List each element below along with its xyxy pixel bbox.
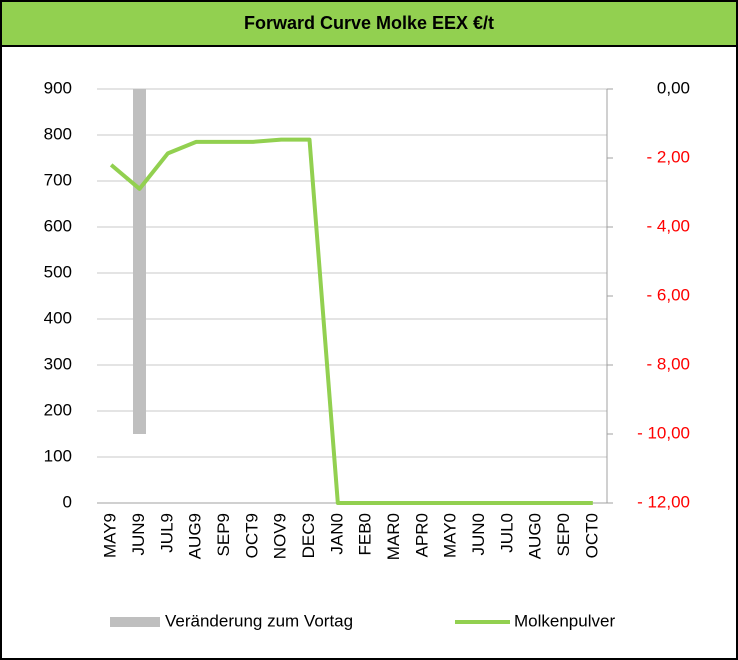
legend-label: Molkenpulver [514,611,615,630]
x-tick-label: OCT0 [582,513,601,558]
x-tick-label: OCT9 [242,513,261,558]
x-tick-label: JUN0 [469,513,488,556]
x-tick-label: FEB0 [356,513,375,556]
y2-tick-label: - 2,00 [647,147,690,166]
y2-tick-label: - 10,00 [637,423,690,442]
line [109,137,593,505]
legend-label: Veränderung zum Vortag [165,611,353,630]
y-tick-label: 500 [44,262,72,281]
y2-tick-label: - 8,00 [647,354,690,373]
x-tick-label: AUG9 [186,513,205,559]
y2-tick-label: - 6,00 [647,285,690,304]
legend-swatch [110,617,160,627]
x-tick-label: JUL0 [497,513,516,553]
chart-title: Forward Curve Molke EEX €/t [244,13,494,33]
y-tick-label: 300 [44,354,72,373]
x-tick-label: DEC9 [299,513,318,558]
y-tick-label: 0 [63,492,72,511]
x-tick-label: JUN9 [129,513,148,556]
x-tick-label: APR0 [412,513,431,557]
bar [133,89,146,434]
x-tick-label: JUL9 [157,513,176,553]
y-tick-label: 400 [44,308,72,327]
y2-tick-label: 0,00 [657,78,690,97]
y2-tick-label: - 12,00 [637,492,690,511]
y-tick-label: 600 [44,216,72,235]
y-tick-label: 900 [44,78,72,97]
x-tick-label: NOV9 [271,513,290,559]
y-tick-label: 800 [44,124,72,143]
y-tick-label: 200 [44,400,72,419]
x-tick-label: MAY9 [101,513,120,558]
title-bar [0,0,738,47]
x-tick-label: MAR0 [384,513,403,560]
y-tick-label: 700 [44,170,72,189]
x-tick-label: MAY0 [441,513,460,558]
x-tick-label: JAN0 [327,513,346,555]
x-tick-label: SEP9 [214,513,233,556]
y2-tick-label: - 4,00 [647,216,690,235]
y-tick-label: 100 [44,446,72,465]
x-tick-label: AUG0 [526,513,545,559]
x-tick-label: SEP0 [554,513,573,556]
